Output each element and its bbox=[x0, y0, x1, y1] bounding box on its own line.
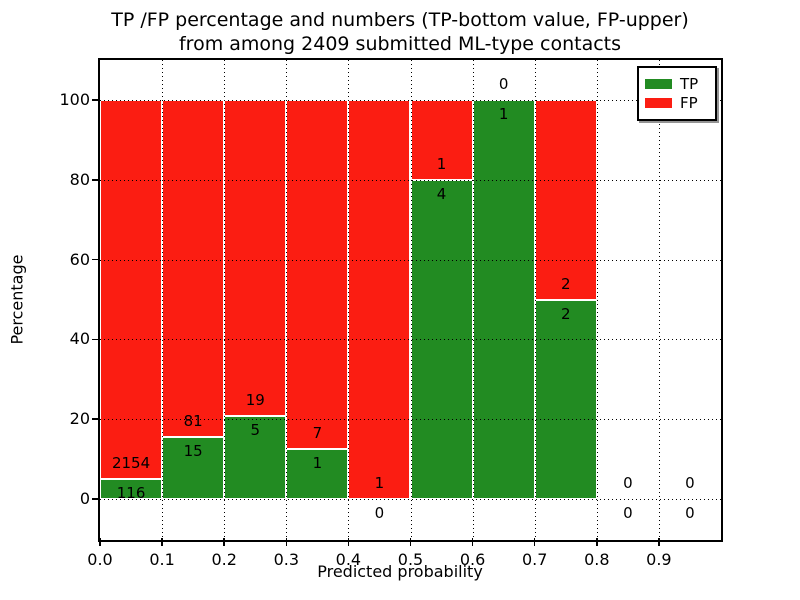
fp-count-label: 7 bbox=[312, 424, 323, 443]
y-tick-mark bbox=[92, 179, 100, 181]
x-axis-title: Predicted probability bbox=[317, 562, 483, 581]
y-tick-label: 20 bbox=[69, 409, 90, 429]
x-tick-mark bbox=[347, 538, 350, 546]
v-gridline bbox=[410, 60, 412, 540]
v-gridline bbox=[596, 60, 598, 540]
v-gridline bbox=[658, 60, 660, 540]
x-tick-mark bbox=[596, 538, 598, 546]
tp-bar-segment bbox=[162, 436, 225, 499]
fp-count-label: 1 bbox=[374, 474, 385, 493]
y-tick-mark bbox=[92, 258, 100, 261]
fp-bar-segment bbox=[162, 100, 225, 437]
tp-count-label: 2 bbox=[560, 304, 571, 323]
v-gridline bbox=[348, 60, 350, 540]
tp-bar-segment bbox=[100, 478, 163, 499]
y-axis-title: Percentage bbox=[7, 254, 27, 345]
chart-title-line2: from among 2409 submitted ML-type contac… bbox=[178, 33, 622, 55]
fp-count-label: 0 bbox=[498, 75, 509, 94]
x-tick-label: 0.8 bbox=[584, 550, 610, 569]
tp-count-label: 1 bbox=[312, 454, 323, 473]
tp-bar-segment bbox=[286, 449, 349, 499]
tp-count-label: 0 bbox=[623, 504, 633, 523]
x-tick-mark bbox=[658, 538, 660, 546]
fp-bar-segment bbox=[224, 100, 287, 416]
legend-entry-tp: TP bbox=[645, 76, 709, 92]
tp-count-label: 15 bbox=[183, 442, 203, 461]
legend: TP FP bbox=[637, 66, 717, 121]
x-tick-label: 0.1 bbox=[149, 550, 175, 569]
fp-count-label: 2 bbox=[560, 274, 571, 293]
x-tick-mark bbox=[409, 538, 412, 546]
x-tick-mark bbox=[99, 538, 101, 546]
x-tick-label: 0.4 bbox=[335, 550, 362, 569]
tp-count-label: 5 bbox=[250, 421, 261, 440]
y-tick-mark bbox=[92, 338, 100, 341]
y-tick-mark bbox=[92, 99, 100, 101]
plot-area: 0 20 40 60 80 100 0.0 0.1 0.2 0.3 0.4 0.5 0.6 0.7 0.8 0… bbox=[59, 58, 723, 569]
x-tick-mark bbox=[161, 538, 163, 546]
x-tick-label: 0.6 bbox=[459, 550, 486, 569]
y-tick-label: 40 bbox=[69, 329, 90, 349]
fp-count-label: 81 bbox=[183, 411, 203, 430]
fp-count-label: 19 bbox=[245, 390, 265, 409]
x-tick-label: 0.2 bbox=[211, 550, 237, 569]
fp-bar-segment bbox=[286, 100, 349, 450]
x-tick-label: 0.0 bbox=[87, 550, 113, 569]
chart-title-line1: TP /FP percentage and numbers (TP-bottom… bbox=[111, 9, 689, 31]
v-gridline bbox=[162, 60, 164, 540]
v-gridline bbox=[286, 60, 288, 540]
chart-title: TP /FP percentage and numbers (TP-bottom… bbox=[0, 8, 800, 56]
tp-count-label: 0 bbox=[685, 504, 695, 523]
legend-entry-fp: FP bbox=[645, 95, 709, 111]
x-tick-mark bbox=[285, 538, 288, 546]
x-tick-label: 0.3 bbox=[273, 550, 300, 569]
y-tick-mark bbox=[92, 418, 100, 420]
fp-bar-segment bbox=[100, 100, 163, 479]
v-gridline bbox=[224, 60, 226, 540]
fp-count-label: 0 bbox=[685, 474, 695, 493]
tp-color-swatch bbox=[645, 79, 672, 89]
fp-bar-segment bbox=[348, 100, 411, 499]
fp-count-label: 2154 bbox=[111, 453, 151, 472]
v-gridline bbox=[472, 60, 474, 540]
x-tick-label: 0.7 bbox=[521, 550, 548, 569]
y-tick-label: 0 bbox=[79, 489, 90, 508]
y-tick-label: 80 bbox=[69, 169, 90, 189]
x-tick-mark bbox=[471, 538, 474, 546]
fp-count-label: 0 bbox=[623, 474, 633, 493]
x-tick-mark bbox=[533, 538, 536, 546]
tp-count-label: 116 bbox=[116, 483, 146, 502]
fp-bar-segment bbox=[534, 100, 597, 300]
x-tick-label: 0.5 bbox=[397, 550, 424, 569]
y-tick-label: 60 bbox=[69, 249, 90, 269]
fp-count-label: 1 bbox=[436, 154, 447, 173]
tp-bar-segment bbox=[534, 299, 597, 499]
legend-label-fp: FP bbox=[680, 94, 698, 112]
y-tick-label: 100 bbox=[59, 90, 90, 109]
tp-count-label: 4 bbox=[436, 185, 447, 204]
legend-label-tp: TP bbox=[680, 75, 699, 93]
y-tick-mark bbox=[92, 498, 100, 500]
fp-color-swatch bbox=[645, 98, 672, 108]
x-tick-mark bbox=[223, 538, 225, 546]
tp-bar-segment bbox=[472, 100, 535, 499]
tp-count-label: 1 bbox=[498, 105, 509, 124]
v-gridline bbox=[534, 60, 536, 540]
x-tick-label: 0.9 bbox=[646, 550, 672, 569]
tp-count-label: 0 bbox=[374, 504, 385, 523]
